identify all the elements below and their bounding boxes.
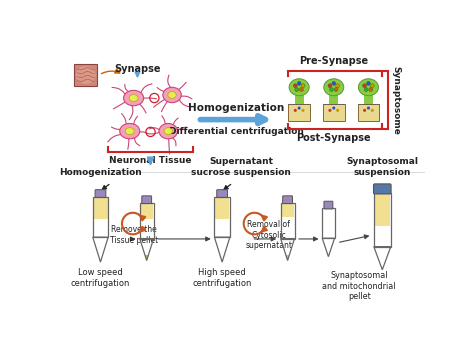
Text: Differential centrifugation: Differential centrifugation — [169, 127, 303, 136]
Circle shape — [328, 84, 332, 88]
Circle shape — [293, 84, 297, 88]
FancyBboxPatch shape — [217, 190, 228, 197]
FancyBboxPatch shape — [374, 184, 391, 194]
Text: Homogenization: Homogenization — [59, 168, 142, 176]
Bar — [374, 193, 391, 226]
Circle shape — [370, 84, 374, 88]
Circle shape — [295, 88, 299, 92]
Text: Synaptosomal
and mitochondrial
pellet: Synaptosomal and mitochondrial pellet — [322, 271, 396, 301]
Bar — [93, 197, 108, 237]
Bar — [215, 197, 229, 219]
Text: Supernatant
sucrose suspension: Supernatant sucrose suspension — [191, 157, 292, 176]
Circle shape — [367, 106, 370, 110]
FancyBboxPatch shape — [74, 64, 97, 86]
Ellipse shape — [120, 124, 140, 139]
Bar — [140, 203, 154, 239]
Bar — [329, 95, 338, 104]
FancyBboxPatch shape — [283, 196, 292, 203]
Text: Remove the
Tissue pellet: Remove the Tissue pellet — [110, 225, 158, 245]
Circle shape — [329, 88, 333, 92]
Ellipse shape — [168, 92, 176, 98]
Circle shape — [332, 106, 335, 110]
Ellipse shape — [358, 79, 378, 96]
Bar — [323, 104, 345, 121]
Circle shape — [332, 82, 336, 85]
Circle shape — [301, 109, 304, 112]
Circle shape — [298, 106, 301, 110]
Circle shape — [334, 88, 338, 92]
Text: Post-Synapse: Post-Synapse — [296, 133, 371, 143]
Bar — [288, 104, 310, 121]
Ellipse shape — [125, 128, 134, 135]
Circle shape — [366, 82, 370, 85]
Ellipse shape — [76, 66, 96, 84]
Circle shape — [363, 84, 366, 88]
FancyBboxPatch shape — [142, 196, 152, 203]
Text: Removal of
Cytosolic
supernatant: Removal of Cytosolic supernatant — [245, 220, 292, 250]
Ellipse shape — [124, 90, 144, 106]
Circle shape — [297, 82, 301, 85]
Text: High speed
centrifugation: High speed centrifugation — [192, 268, 252, 288]
Text: Synapse: Synapse — [114, 64, 161, 74]
FancyBboxPatch shape — [95, 190, 106, 197]
Circle shape — [336, 109, 339, 112]
Bar — [140, 203, 153, 219]
Polygon shape — [286, 255, 289, 261]
Circle shape — [363, 109, 366, 112]
Text: Low speed
centrifugation: Low speed centrifugation — [71, 268, 130, 288]
Bar — [281, 203, 294, 239]
FancyBboxPatch shape — [324, 201, 333, 209]
Circle shape — [364, 88, 368, 92]
Bar — [322, 208, 335, 238]
Polygon shape — [145, 255, 148, 261]
Bar — [214, 197, 230, 237]
Text: Neuronal Tissue: Neuronal Tissue — [109, 156, 192, 165]
Ellipse shape — [159, 124, 177, 139]
Ellipse shape — [163, 87, 182, 103]
Circle shape — [300, 88, 303, 92]
Bar — [281, 203, 294, 217]
Text: Synaptosome: Synaptosome — [391, 66, 400, 135]
Circle shape — [301, 84, 305, 88]
Ellipse shape — [324, 79, 344, 96]
Ellipse shape — [164, 128, 173, 135]
Circle shape — [371, 109, 374, 112]
Ellipse shape — [129, 94, 138, 102]
Bar — [364, 95, 373, 104]
Circle shape — [328, 109, 331, 112]
Bar — [374, 193, 391, 247]
Circle shape — [369, 88, 373, 92]
Bar — [93, 197, 108, 219]
Circle shape — [294, 109, 297, 112]
Circle shape — [336, 84, 339, 88]
Text: Synaptosomal
suspension: Synaptosomal suspension — [346, 157, 418, 176]
Ellipse shape — [289, 79, 309, 96]
Text: Homogenization: Homogenization — [188, 103, 284, 114]
Bar — [358, 104, 379, 121]
Bar — [294, 95, 304, 104]
Text: Pre-Synapse: Pre-Synapse — [299, 56, 368, 66]
